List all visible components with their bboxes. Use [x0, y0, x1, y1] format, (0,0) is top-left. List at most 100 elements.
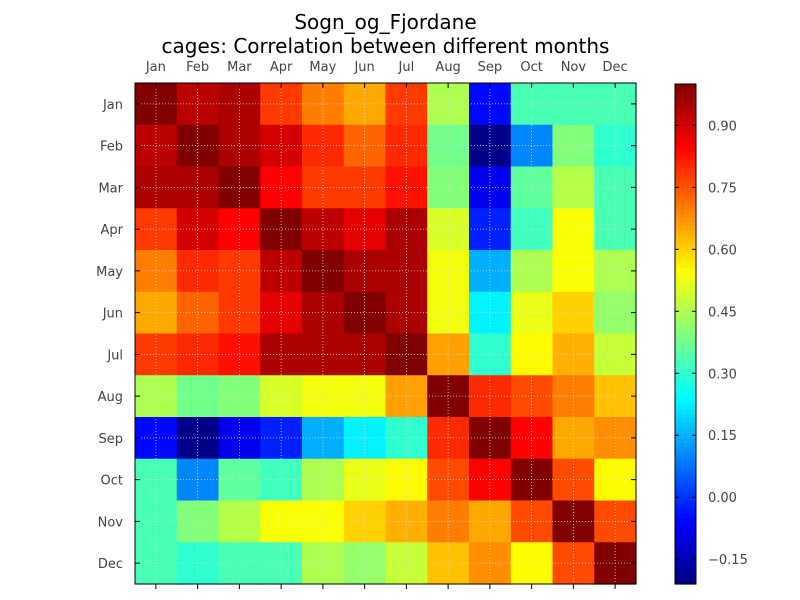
heatmap-cell-jul-jul	[385, 333, 428, 376]
colorbar-segment	[675, 492, 696, 498]
colorbar-segment	[675, 100, 696, 106]
colorbar-segment	[675, 179, 696, 185]
colorbar-segment	[675, 192, 696, 198]
colorbar-segment	[675, 404, 696, 410]
colorbar-segment	[675, 250, 696, 256]
colorbar-segment	[675, 342, 696, 348]
heatmap-frame	[134, 82, 637, 585]
heatmap-cell-mar-jun	[343, 166, 387, 209]
y-tick-label-feb: Feb	[100, 140, 123, 155]
colorbar-segment	[675, 296, 696, 302]
heatmap-cell-mar-mar	[218, 166, 261, 209]
x-tick-label-feb: Feb	[186, 60, 209, 75]
colorbar-segment	[675, 509, 696, 514]
colorbar-segment	[675, 496, 696, 502]
colorbar-segment	[675, 421, 696, 427]
y-tick-label-mar: Mar	[98, 181, 123, 196]
colorbar-tick-label: 0.30	[708, 367, 737, 382]
colorbar-segment	[675, 346, 696, 352]
colorbar-segment	[675, 579, 696, 585]
colorbar-segment	[675, 467, 696, 473]
heatmap-cell-may-apr	[260, 250, 303, 293]
colorbar-segment	[675, 317, 696, 323]
y-tick-label-jul: Jul	[106, 348, 123, 363]
colorbar-segment	[675, 425, 696, 431]
colorbar-segment	[675, 513, 696, 518]
y-tick-label-nov: Nov	[98, 515, 124, 530]
colorbar-segment	[675, 354, 696, 360]
colorbar-segment	[675, 288, 696, 293]
colorbar-segment	[675, 254, 696, 260]
colorbar-segment	[675, 229, 696, 235]
colorbar-segment	[675, 321, 696, 327]
colorbar-segment	[675, 188, 696, 193]
heatmap-cell-jun-jun	[343, 291, 387, 335]
heatmap-cell-mar-jul	[385, 166, 428, 209]
heatmap-cell-jun-apr	[260, 291, 303, 335]
x-tick-label-jun: Jun	[353, 60, 374, 75]
colorbar-segment	[675, 488, 696, 493]
colorbar-segment	[675, 367, 696, 373]
y-tick-label-jun: Jun	[102, 307, 123, 322]
colorbar-segment	[675, 371, 696, 377]
y-tick-label-dec: Dec	[98, 557, 123, 572]
colorbar-tick-label: 0.60	[708, 243, 737, 258]
colorbar-segment	[675, 417, 696, 423]
y-tick-label-jan: Jan	[102, 98, 123, 113]
y-tick-label-apr: Apr	[101, 223, 124, 238]
heatmap-cell-apr-jun	[343, 208, 387, 251]
heatmap-cell-jul-aug	[427, 333, 470, 376]
heatmap-cell-jun-may	[302, 291, 345, 335]
colorbar-segment	[675, 329, 696, 335]
heatmap-cell-mar-aug	[427, 166, 470, 209]
colorbar-segment	[675, 238, 696, 243]
colorbar-segment	[675, 279, 696, 285]
colorbar-segment	[675, 442, 696, 448]
colorbar-segment	[675, 204, 696, 210]
colorbar-segment	[675, 534, 696, 539]
colorbar-segment	[675, 138, 696, 143]
colorbar-segment	[675, 463, 696, 468]
colorbar-segment	[675, 121, 696, 127]
heatmap-cell-aug-aug	[427, 375, 470, 418]
colorbar-segment	[675, 88, 696, 93]
colorbar-segment	[675, 125, 696, 131]
chart-subtitle: cages: Correlation between different mon…	[161, 34, 610, 58]
colorbar-segment	[675, 450, 696, 456]
heatmap-cell-jun-aug	[427, 291, 470, 335]
colorbar-segment	[675, 454, 696, 460]
y-tick-label-oct: Oct	[101, 474, 123, 489]
heatmap-cell-apr-aug	[427, 208, 470, 251]
colorbar-segment	[675, 325, 696, 331]
colorbar-segment	[675, 517, 696, 523]
colorbar-segment	[675, 242, 696, 248]
colorbar-segment	[675, 96, 696, 102]
colorbar-tick-label: 0.45	[708, 305, 737, 320]
colorbar-segment	[675, 554, 696, 560]
colorbar-segment	[675, 550, 696, 556]
colorbar-segment	[675, 213, 696, 218]
colorbar-segment	[675, 221, 696, 227]
colorbar-segment	[675, 184, 696, 189]
x-tick-label-mar: Mar	[227, 60, 252, 75]
heatmap-cell-apr-mar	[218, 208, 261, 251]
colorbar-segment	[675, 375, 696, 381]
colorbar-segment	[675, 92, 696, 98]
heatmap-cell-jul-apr	[260, 333, 303, 376]
colorbar-segment	[675, 525, 696, 531]
colorbar-segment	[675, 217, 696, 223]
y-tick-label-aug: Aug	[98, 390, 123, 405]
heatmap-cell-may-aug	[427, 250, 470, 293]
colorbar-tick-label: 0.75	[708, 181, 737, 196]
y-tick-label-may: May	[96, 265, 123, 280]
colorbar-segment	[675, 575, 696, 581]
colorbar-segment	[675, 542, 696, 548]
colorbar-segment	[675, 275, 696, 281]
colorbar-segment	[675, 563, 696, 568]
heatmap-cell-jul-may	[302, 333, 345, 376]
heatmap-cell-may-jun	[343, 250, 387, 293]
colorbar-segment	[675, 379, 696, 385]
colorbar-segment	[675, 175, 696, 181]
colorbar-segment	[675, 546, 696, 552]
colorbar-segment	[675, 434, 696, 439]
